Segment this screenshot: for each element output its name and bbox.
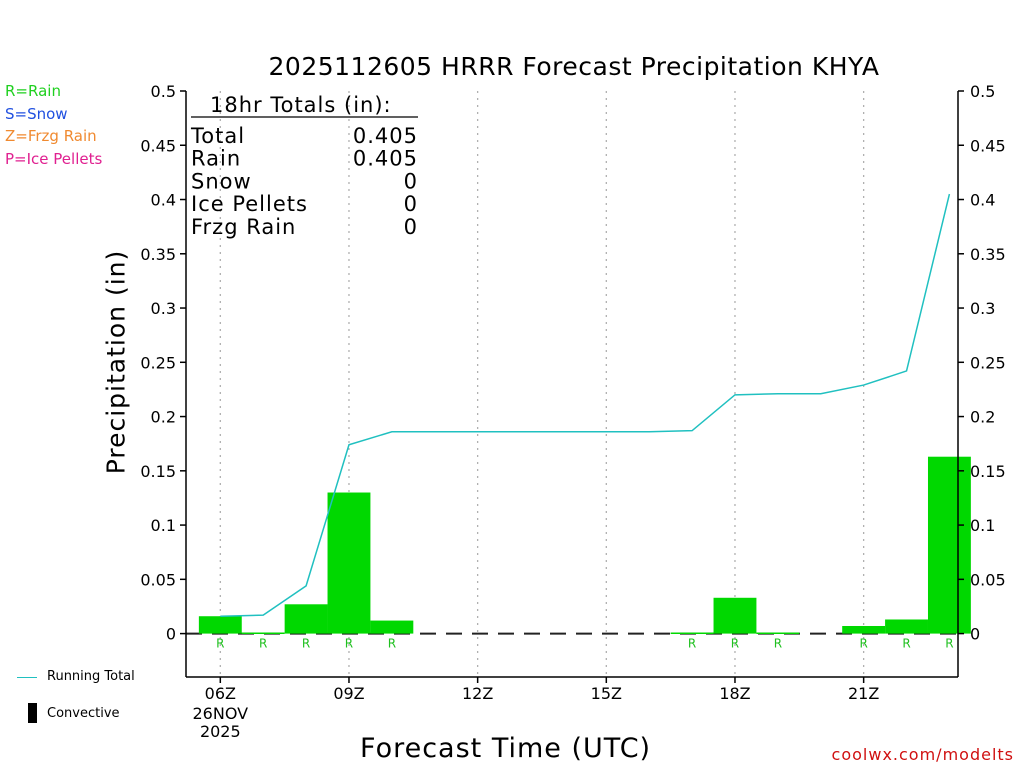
y-tick-label-right: 0.45	[970, 136, 1006, 155]
precip-type-marker: R	[345, 637, 353, 651]
y-tick-label-right: 0.4	[970, 191, 995, 210]
totals-row-label: Frzg Rain	[191, 215, 296, 239]
x-tick-label: 15Z	[591, 684, 622, 703]
precip-key-rain: R=Rain	[5, 82, 61, 100]
totals-row-value: 0.405	[353, 124, 418, 148]
totals-header: 18hr Totals (in):	[210, 93, 392, 117]
precip-key-snow: S=Snow	[5, 105, 68, 123]
y-axis-label: Precipitation (in)	[101, 249, 131, 475]
y-tick-label-right: 0.15	[970, 462, 1006, 481]
x-axis-label: Forecast Time (UTC)	[360, 733, 652, 764]
y-tick-label-right: 0.2	[970, 408, 995, 427]
x-tick-sublabel: 2025	[200, 722, 241, 741]
precip-bar-10z	[370, 620, 414, 634]
y-tick-label-left: 0.2	[151, 408, 176, 427]
y-tick-label-left: 0.05	[140, 570, 176, 589]
y-tick-label-right: 0.3	[970, 299, 995, 318]
totals-row-value: 0	[404, 215, 418, 239]
precip-bar-06z	[198, 616, 242, 634]
precip-bar-18z	[713, 597, 757, 634]
x-tick-label: 21Z	[848, 684, 879, 703]
precip-key-frzg-rain: Z=Frzg Rain	[5, 127, 97, 145]
convective-legend-swatch	[28, 703, 37, 723]
totals-row-label: Snow	[191, 169, 252, 193]
y-tick-label-right: 0.1	[970, 516, 995, 535]
y-tick-label-left: 0.4	[151, 191, 176, 210]
x-tick-label: 06Z	[205, 684, 236, 703]
totals-row-label: Rain	[191, 147, 241, 171]
y-tick-label-left: 0.35	[140, 245, 176, 264]
site-credit: coolwx.com/modelts	[831, 745, 1014, 764]
convective-legend-label: Convective	[47, 706, 120, 721]
totals-row-label: Total	[190, 124, 245, 148]
precip-bar-23z	[927, 456, 971, 634]
precip-bar-07z	[241, 632, 285, 635]
precip-key-ice-pellets: P=Ice Pellets	[5, 150, 103, 168]
precip-type-marker: R	[731, 637, 739, 651]
running-total-line	[220, 193, 951, 617]
precip-bar-21z	[842, 625, 886, 634]
y-tick-label-left: 0	[166, 625, 176, 644]
y-tick-label-right: 0.5	[970, 82, 995, 101]
running-total-legend-swatch	[17, 677, 37, 678]
precip-bar-17z	[670, 632, 714, 635]
x-tick-label: 12Z	[462, 684, 493, 703]
precip-bar-09z	[327, 492, 371, 634]
x-tick-label: 18Z	[719, 684, 750, 703]
y-tick-label-left: 0.5	[151, 82, 176, 101]
running-total-legend-label: Running Total	[47, 669, 135, 684]
precip-bar-22z	[885, 619, 928, 634]
precip-type-marker: R	[302, 637, 310, 651]
precip-type-marker: R	[774, 637, 782, 651]
chart-title: 2025112605 HRRR Forecast Precipitation K…	[268, 52, 880, 81]
totals-row-value: 0.405	[353, 147, 418, 171]
precip-type-marker: R	[902, 637, 910, 651]
precip-type-marker: R	[216, 637, 224, 651]
precip-type-marker: R	[859, 637, 867, 651]
precip-type-marker: R	[945, 637, 953, 651]
totals-row-value: 0	[404, 169, 418, 193]
x-tick-sublabel: 26NOV	[193, 704, 249, 723]
precip-type-marker: R	[259, 637, 267, 651]
totals-row-label: Ice Pellets	[191, 192, 308, 216]
x-tick-label: 09Z	[333, 684, 364, 703]
precip-type-marker: R	[688, 637, 696, 651]
y-tick-label-left: 0.1	[151, 516, 176, 535]
y-tick-label-left: 0.45	[140, 136, 176, 155]
precip-bar-08z	[284, 604, 328, 634]
y-tick-label-left: 0.3	[151, 299, 176, 318]
y-tick-label-left: 0.15	[140, 462, 176, 481]
precip-type-marker: R	[388, 637, 396, 651]
y-tick-label-right: 0.05	[970, 570, 1006, 589]
y-tick-label-left: 0.25	[140, 353, 176, 372]
precip-bar-19z	[756, 632, 800, 635]
y-tick-label-right: 0.35	[970, 245, 1006, 264]
y-tick-label-right: 0.25	[970, 353, 1006, 372]
y-tick-label-right: 0	[970, 625, 980, 644]
totals-row-value: 0	[404, 192, 418, 216]
